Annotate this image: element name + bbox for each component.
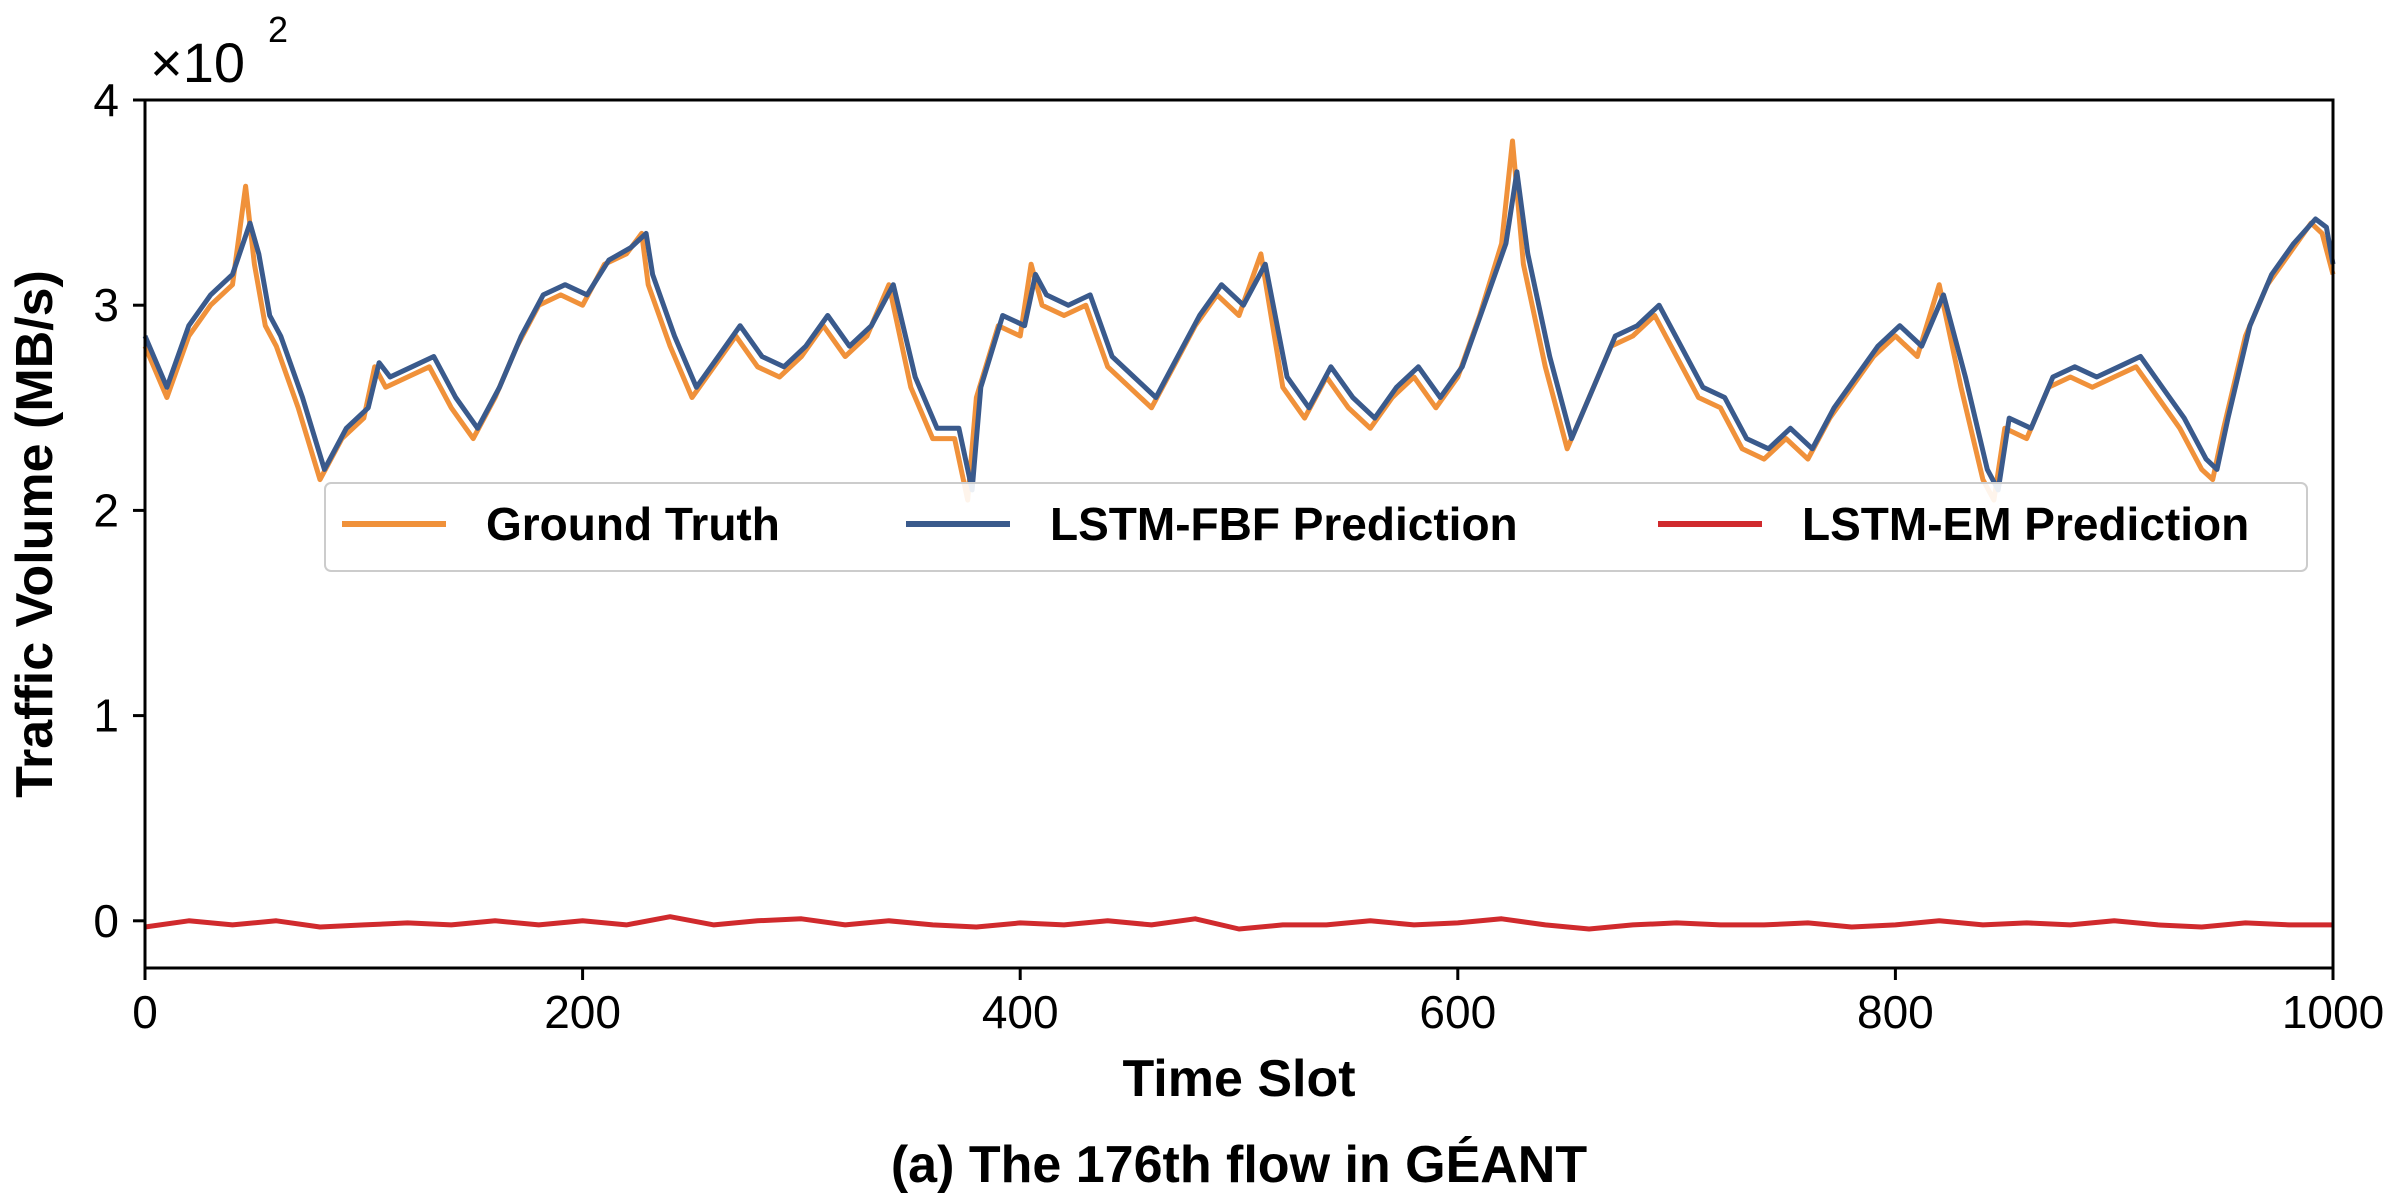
y-multiplier-base: ×10 xyxy=(150,31,245,94)
x-tick-label: 0 xyxy=(132,986,158,1038)
legend-label-lstm-em: LSTM-EM Prediction xyxy=(1802,498,2249,550)
legend: Ground Truth LSTM-FBF Prediction LSTM-EM… xyxy=(324,482,2308,572)
plot-frame xyxy=(143,98,2335,970)
y-tick-label: 1 xyxy=(93,690,119,742)
y-axis-title: Traffic Volume (MB/s) xyxy=(6,270,64,798)
x-tick-label: 200 xyxy=(544,986,621,1038)
x-tick-label: 600 xyxy=(1419,986,1496,1038)
y-tick-label: 3 xyxy=(93,279,119,331)
x-tick-label: 1000 xyxy=(2282,986,2384,1038)
y-axis-ticks: 0 1 2 3 4 xyxy=(93,74,145,947)
y-tick-label: 0 xyxy=(93,895,119,947)
legend-box xyxy=(324,482,2308,572)
y-multiplier-exponent: 2 xyxy=(268,9,288,50)
series-line-lstm-em-prediction xyxy=(144,914,2333,932)
x-tick-label: 400 xyxy=(982,986,1059,1038)
y-tick-label: 4 xyxy=(93,74,119,126)
x-tick-label: 800 xyxy=(1857,986,1934,1038)
legend-label-lstm-fbf: LSTM-FBF Prediction xyxy=(1050,498,1518,550)
x-axis-ticks: 0 200 400 600 800 1000 xyxy=(132,968,2384,1038)
legend-label-ground-truth: Ground Truth xyxy=(486,498,780,550)
x-axis-title: Time Slot xyxy=(1122,1050,1355,1108)
y-tick-label: 2 xyxy=(93,484,119,536)
chart-caption: (a) The 176th flow in GÉANT xyxy=(891,1136,1587,1194)
